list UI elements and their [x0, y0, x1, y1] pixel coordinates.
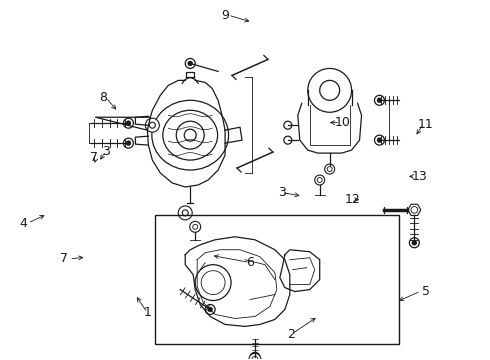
Circle shape — [249, 353, 261, 360]
Circle shape — [252, 355, 257, 360]
Circle shape — [284, 121, 292, 129]
Circle shape — [377, 98, 382, 103]
Circle shape — [205, 305, 215, 315]
Circle shape — [190, 221, 201, 232]
Circle shape — [126, 141, 131, 146]
Text: 13: 13 — [412, 170, 428, 183]
Circle shape — [409, 238, 419, 248]
Text: 4: 4 — [19, 216, 27, 230]
Text: 7: 7 — [60, 252, 69, 265]
Circle shape — [188, 61, 193, 66]
Circle shape — [374, 95, 385, 105]
Circle shape — [325, 164, 335, 174]
Text: 9: 9 — [221, 9, 229, 22]
Circle shape — [315, 175, 325, 185]
Circle shape — [308, 68, 352, 112]
Circle shape — [284, 136, 292, 144]
Text: 10: 10 — [335, 116, 350, 129]
Circle shape — [123, 118, 133, 128]
Circle shape — [146, 118, 159, 132]
Circle shape — [208, 307, 213, 312]
Circle shape — [178, 206, 192, 220]
Text: 12: 12 — [344, 193, 360, 206]
Text: 3: 3 — [278, 186, 286, 199]
Circle shape — [412, 240, 417, 245]
Circle shape — [374, 135, 385, 145]
Text: 2: 2 — [288, 328, 295, 341]
Circle shape — [123, 138, 133, 148]
Polygon shape — [408, 204, 421, 216]
Text: 7: 7 — [90, 151, 98, 164]
Text: 5: 5 — [421, 285, 430, 298]
Text: 8: 8 — [99, 91, 107, 104]
Circle shape — [250, 352, 260, 360]
Circle shape — [377, 138, 382, 143]
Circle shape — [185, 58, 195, 68]
Circle shape — [126, 121, 131, 126]
Bar — [155, 215, 399, 345]
Text: 3: 3 — [102, 145, 110, 158]
Text: 1: 1 — [144, 306, 151, 319]
Text: 6: 6 — [246, 256, 254, 269]
Text: 11: 11 — [418, 118, 434, 131]
